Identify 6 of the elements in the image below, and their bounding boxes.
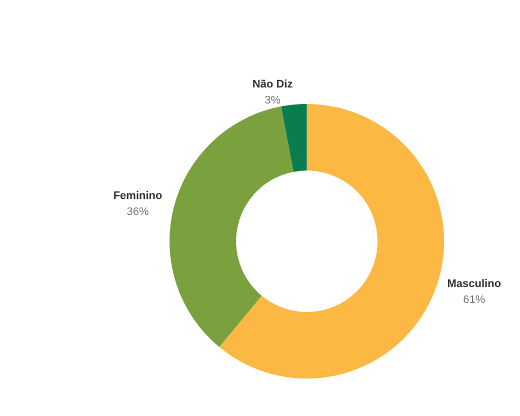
data-label: 3% — [264, 94, 281, 107]
slice-label: Não Diz — [252, 78, 294, 91]
slice-label: Feminino — [113, 190, 162, 202]
data-label: 61% — [463, 294, 486, 306]
slice-label: Masculino — [447, 278, 502, 290]
data-label: 36% — [126, 206, 149, 218]
